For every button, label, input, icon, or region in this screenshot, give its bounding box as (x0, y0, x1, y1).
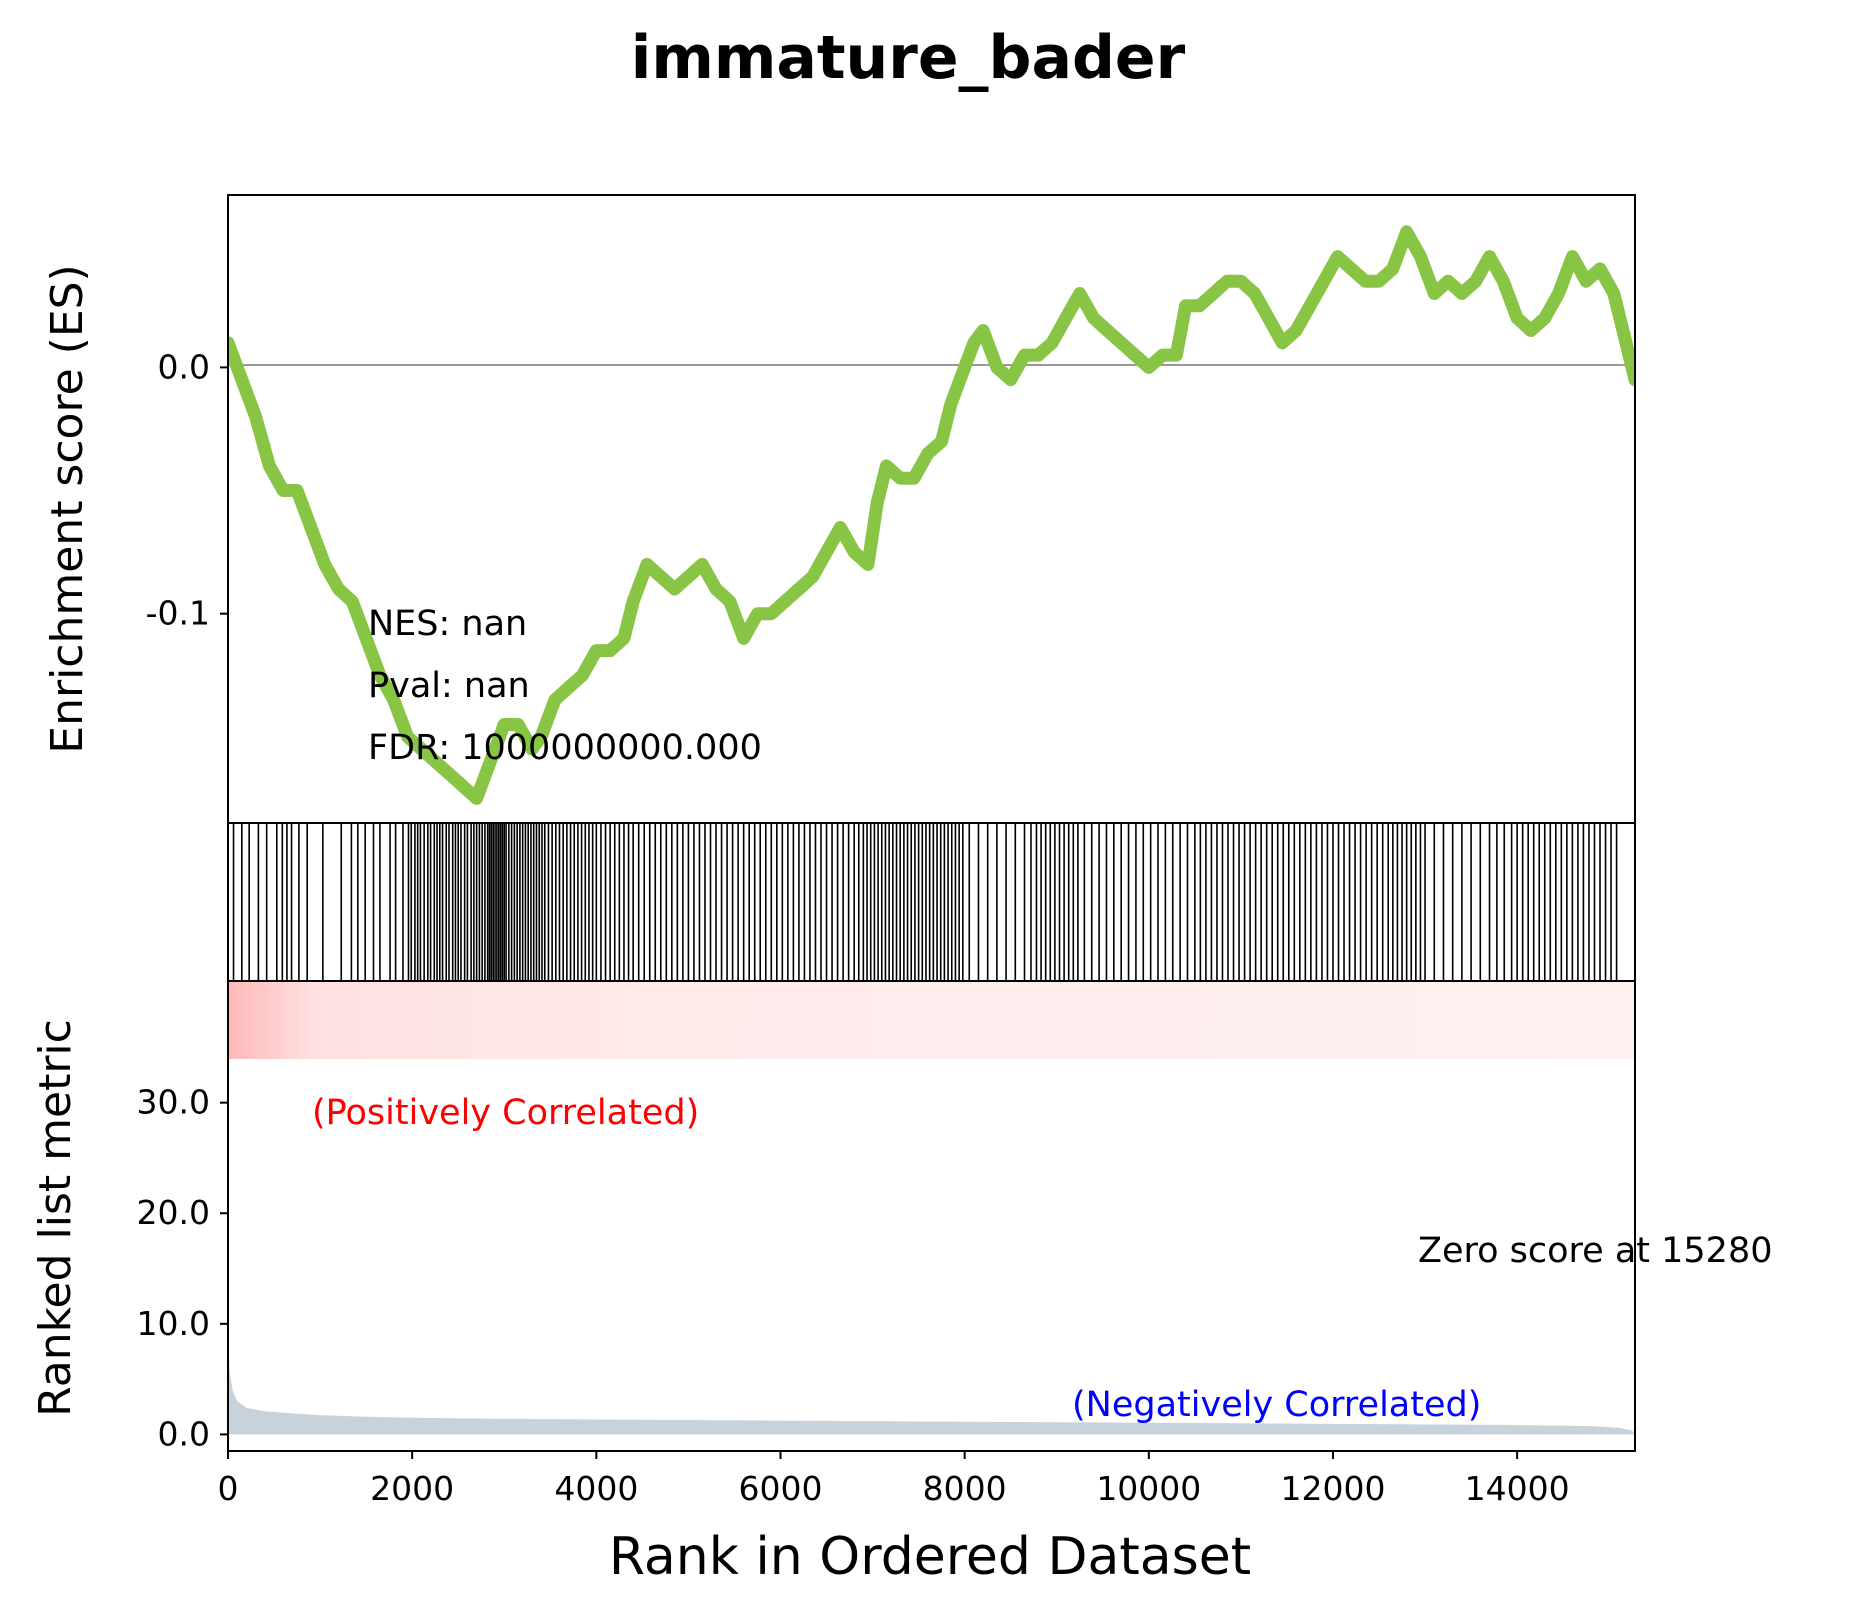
hits-panel (227, 822, 1636, 982)
es-y-ticks: 0.0 -0.1 (146, 347, 228, 633)
metric-y-tick-label: 0.0 (158, 1414, 210, 1453)
x-tick-label: 14000 (1465, 1469, 1570, 1508)
chart-title: immature_bader (631, 23, 1186, 93)
nes-label: NES: nan (368, 604, 527, 644)
metric-y-tick-label: 10.0 (137, 1304, 210, 1343)
es-y-tick-label: 0.0 (158, 347, 210, 386)
x-tick-label: 8000 (923, 1469, 1007, 1508)
es-curve (228, 225, 1635, 805)
es-line-layer (228, 225, 1635, 805)
positively-correlated-label: (Positively Correlated) (312, 1093, 699, 1133)
es-y-axis-label: Enrichment score (ES) (42, 264, 93, 753)
negatively-correlated-label: (Negatively Correlated) (1072, 1385, 1481, 1425)
x-axis-ticks: 0 2000 4000 6000 8000 10000 12000 14000 (218, 1451, 1570, 1508)
x-tick-label: 6000 (738, 1469, 822, 1508)
x-axis-label: Rank in Ordered Dataset (609, 1527, 1251, 1587)
metric-area (228, 1340, 1635, 1435)
es-y-tick-label: -0.1 (146, 594, 210, 633)
x-tick-label: 4000 (554, 1469, 638, 1508)
x-tick-label: 0 (218, 1469, 239, 1508)
metric-panel: 0.0 10.0 20.0 30.0 Ranked list metric (Posi… (30, 980, 1772, 1453)
hit-marks-layer (232, 823, 1618, 981)
zero-score-label: Zero score at 15280 (1418, 1231, 1772, 1271)
rank-color-bar (228, 981, 1635, 1059)
x-tick-label: 12000 (1280, 1469, 1385, 1508)
metric-y-tick-label: 20.0 (137, 1193, 210, 1232)
metric-y-ticks: 0.0 10.0 20.0 30.0 (137, 1083, 228, 1453)
es-panel: 0.0 -0.1 Enrichment score (ES) NES: nan P… (42, 194, 1636, 824)
metric-y-axis-label: Ranked list metric (30, 1019, 81, 1417)
metric-y-tick-label: 30.0 (137, 1083, 210, 1122)
pval-label: Pval: nan (368, 666, 530, 706)
metric-panel-frame (227, 980, 1636, 1452)
fdr-label: FDR: 1000000000.000 (368, 728, 762, 768)
x-tick-label: 10000 (1096, 1469, 1201, 1508)
x-tick-label: 2000 (370, 1469, 454, 1508)
